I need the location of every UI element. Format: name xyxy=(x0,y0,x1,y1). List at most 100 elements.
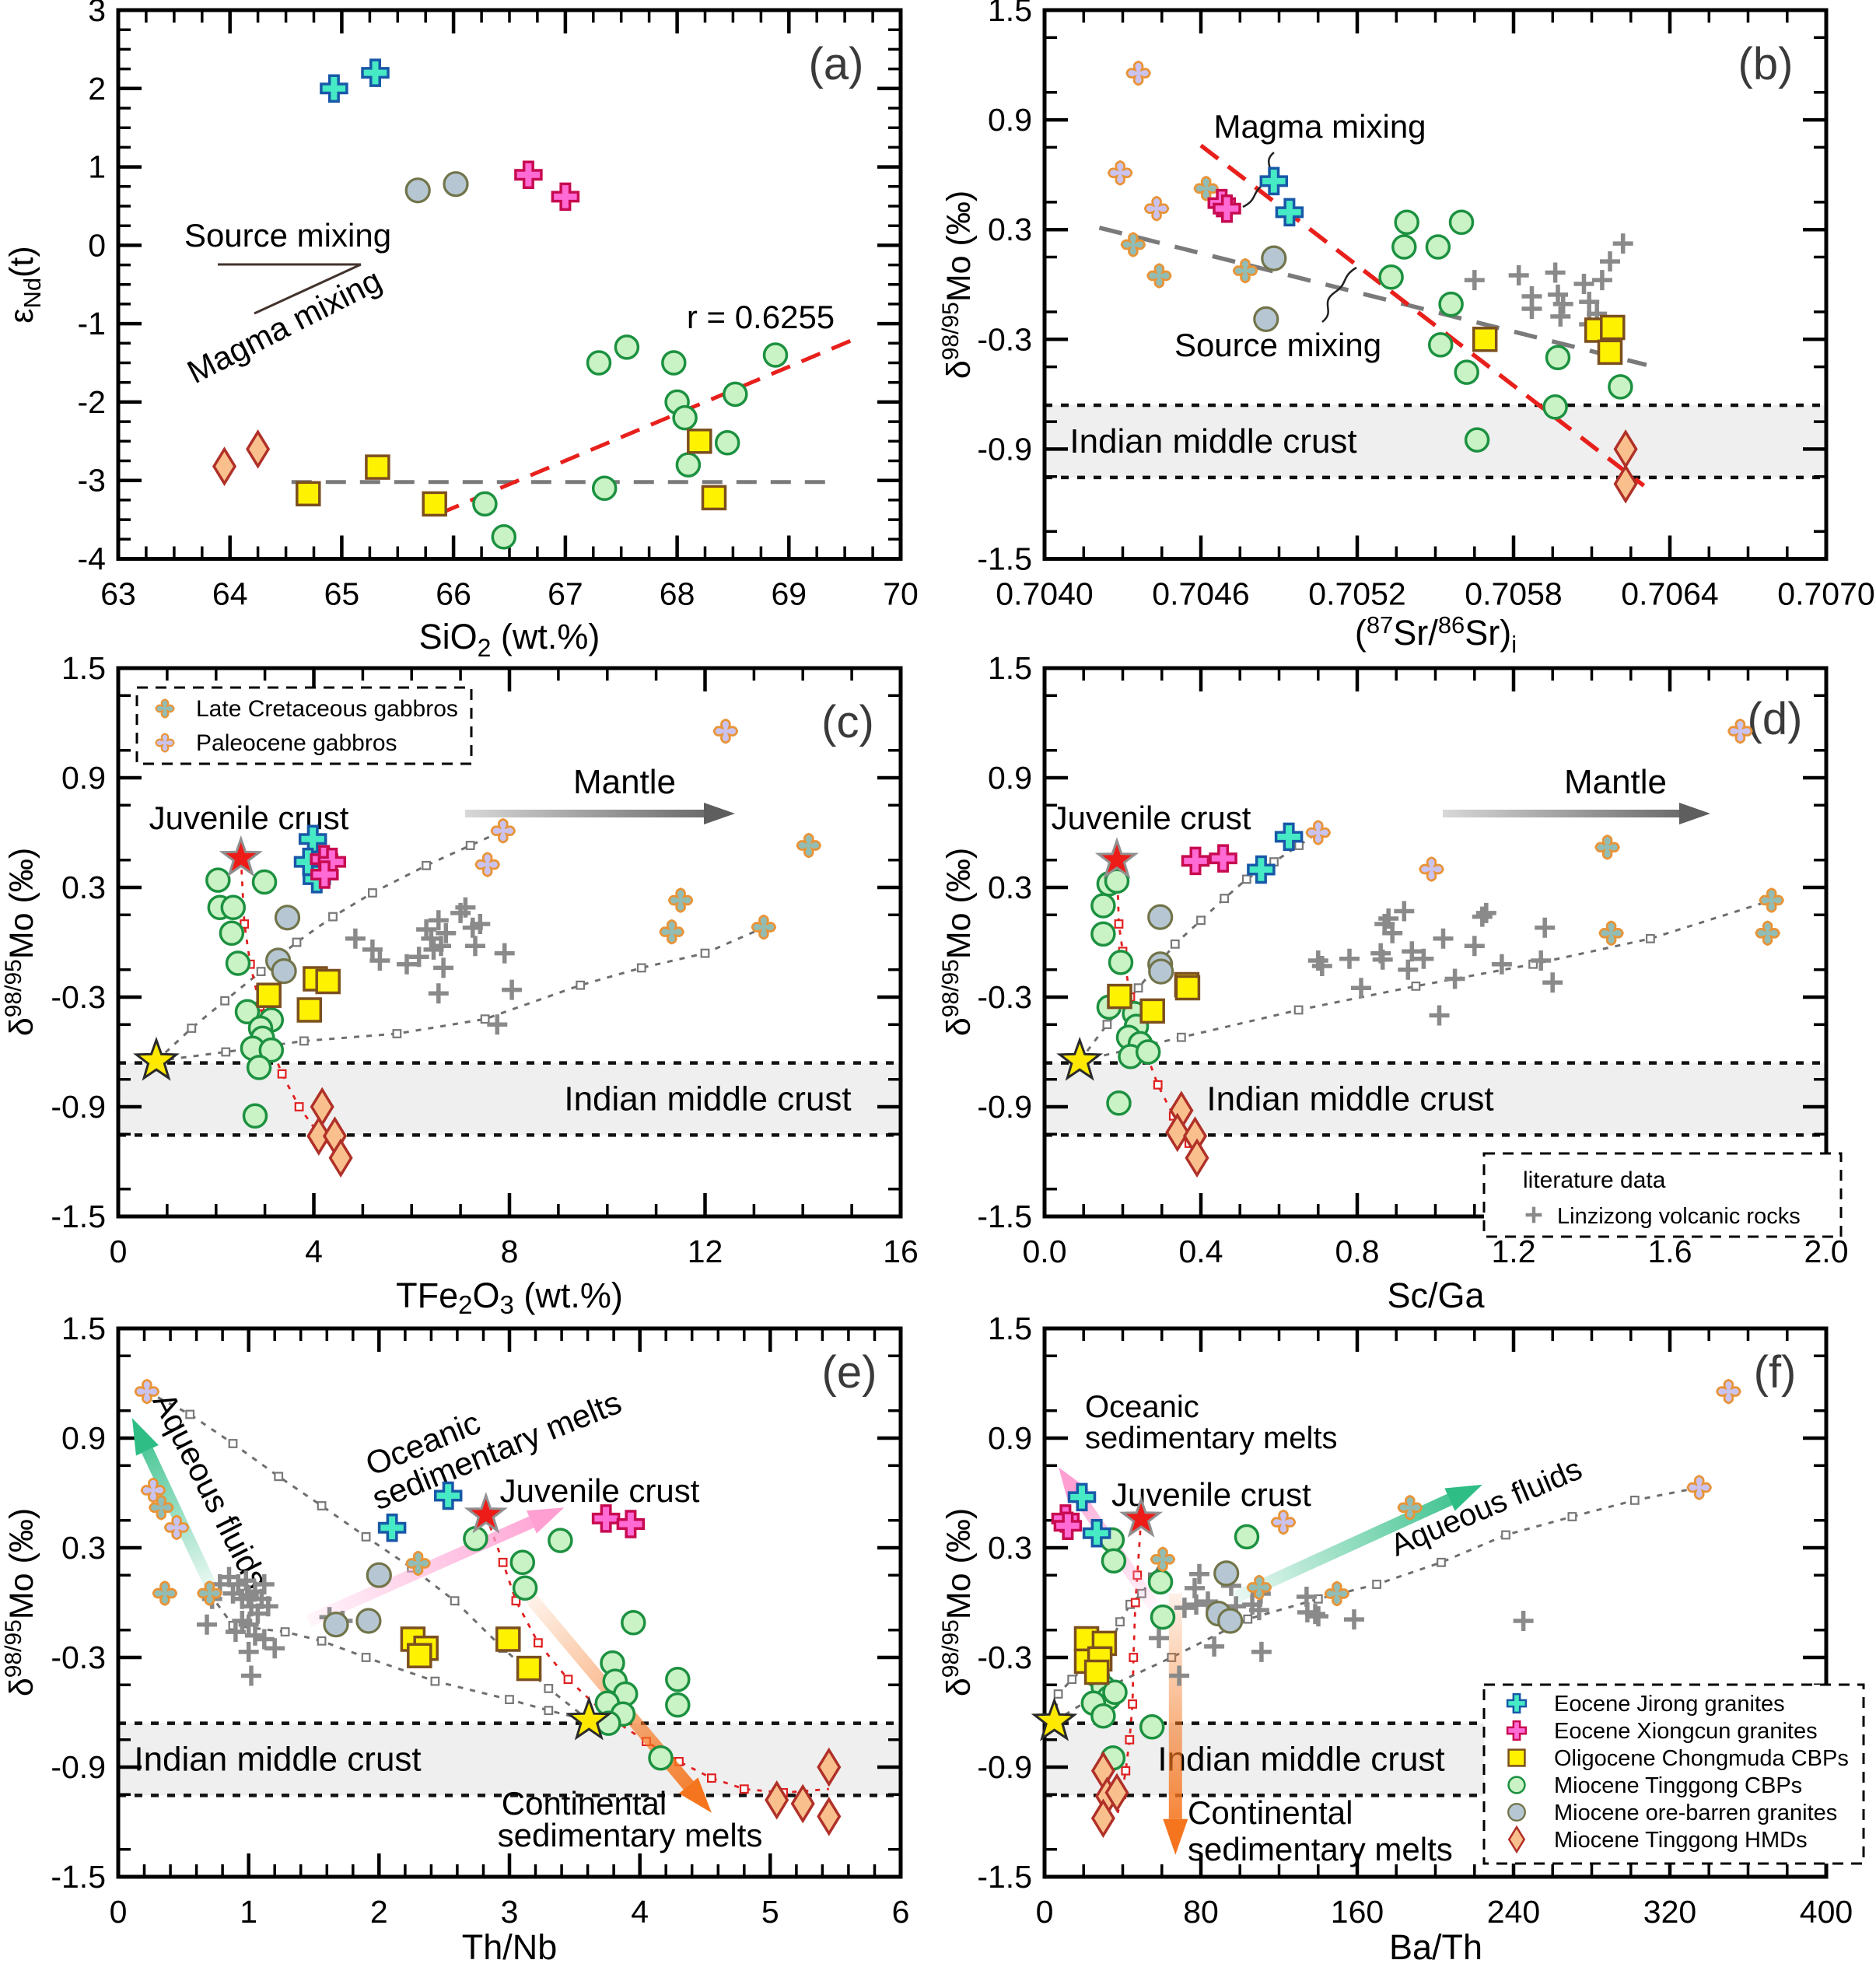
svg-text:1.2: 1.2 xyxy=(1492,1234,1536,1269)
svg-text:400: 400 xyxy=(1800,1894,1853,1930)
svg-text:65: 65 xyxy=(324,576,360,612)
svg-text:Juvenile crust: Juvenile crust xyxy=(1052,800,1251,836)
svg-text:Eocene Xiongcun granites: Eocene Xiongcun granites xyxy=(1554,1719,1818,1744)
svg-text:0.3: 0.3 xyxy=(988,1530,1032,1566)
svg-text:-0.9: -0.9 xyxy=(51,1749,106,1785)
svg-text:r = 0.6255: r = 0.6255 xyxy=(687,299,835,335)
svg-text:0.7070: 0.7070 xyxy=(1777,576,1874,612)
svg-text:0.8: 0.8 xyxy=(1335,1234,1380,1269)
svg-text:Indian middle crust: Indian middle crust xyxy=(1069,422,1356,460)
svg-text:1.5: 1.5 xyxy=(61,650,106,686)
svg-text:0: 0 xyxy=(110,1234,128,1269)
svg-text:0.9: 0.9 xyxy=(61,760,106,796)
svg-text:3: 3 xyxy=(501,1894,519,1930)
svg-text:Paleocene gabbros: Paleocene gabbros xyxy=(196,730,397,756)
svg-text:0: 0 xyxy=(110,1894,128,1930)
svg-text:-3: -3 xyxy=(78,463,106,499)
svg-text:2.0: 2.0 xyxy=(1804,1234,1849,1269)
svg-text:(c): (c) xyxy=(821,697,874,747)
svg-text:1: 1 xyxy=(240,1894,257,1930)
svg-text:64: 64 xyxy=(212,576,248,612)
svg-text:-0.3: -0.3 xyxy=(51,979,106,1015)
svg-text:Magma mixing: Magma mixing xyxy=(1213,108,1426,145)
svg-text:Oligocene Chongmuda CBPs: Oligocene Chongmuda CBPs xyxy=(1554,1746,1849,1771)
svg-text:-1.5: -1.5 xyxy=(51,1199,106,1234)
svg-text:(e): (e) xyxy=(822,1347,877,1398)
svg-text:Miocene Tinggong CBPs: Miocene Tinggong CBPs xyxy=(1554,1773,1802,1798)
svg-text:0.0: 0.0 xyxy=(1023,1234,1067,1269)
svg-text:-1.5: -1.5 xyxy=(51,1859,106,1895)
svg-text:69: 69 xyxy=(771,576,807,612)
svg-text:0: 0 xyxy=(1036,1894,1054,1930)
svg-text:(b): (b) xyxy=(1738,39,1794,89)
svg-text:Continental: Continental xyxy=(1188,1794,1353,1831)
svg-text:-1: -1 xyxy=(78,306,106,341)
svg-text:0.3: 0.3 xyxy=(61,870,106,905)
svg-text:0.7052: 0.7052 xyxy=(1308,576,1405,612)
svg-text:80: 80 xyxy=(1183,1894,1219,1930)
svg-text:Mantle: Mantle xyxy=(1564,763,1667,801)
svg-text:-2: -2 xyxy=(78,384,106,420)
svg-text:0.9: 0.9 xyxy=(988,1420,1032,1456)
svg-text:0: 0 xyxy=(88,227,106,263)
svg-text:12: 12 xyxy=(688,1234,723,1269)
svg-text:0.7046: 0.7046 xyxy=(1152,576,1249,612)
svg-text:-0.3: -0.3 xyxy=(977,1640,1032,1675)
svg-text:0.3: 0.3 xyxy=(61,1530,106,1566)
svg-text:0.9: 0.9 xyxy=(61,1420,106,1456)
svg-text:2: 2 xyxy=(88,71,106,107)
svg-text:-4: -4 xyxy=(78,541,106,577)
svg-text:-1.5: -1.5 xyxy=(977,1199,1032,1234)
svg-text:-0.3: -0.3 xyxy=(977,979,1032,1015)
svg-text:-1.5: -1.5 xyxy=(977,1859,1032,1895)
svg-text:Linzizong volcanic rocks: Linzizong volcanic rocks xyxy=(1557,1204,1801,1229)
svg-text:Eocene Jirong granites: Eocene Jirong granites xyxy=(1554,1692,1785,1717)
svg-text:1.5: 1.5 xyxy=(988,0,1032,28)
svg-text:0.9: 0.9 xyxy=(988,760,1032,796)
svg-text:(a): (a) xyxy=(809,39,864,89)
svg-text:16: 16 xyxy=(883,1234,919,1269)
svg-text:TFe2O3 (wt.%): TFe2O3 (wt.%) xyxy=(396,1276,623,1319)
svg-text:Indian middle crust: Indian middle crust xyxy=(1206,1080,1493,1118)
svg-text:6: 6 xyxy=(892,1894,910,1930)
svg-text:66: 66 xyxy=(436,576,471,612)
svg-text:(f): (f) xyxy=(1754,1347,1797,1398)
svg-text:-0.9: -0.9 xyxy=(51,1089,106,1125)
svg-text:0.7058: 0.7058 xyxy=(1465,576,1562,612)
svg-text:63: 63 xyxy=(100,576,136,612)
svg-text:-0.9: -0.9 xyxy=(977,1749,1032,1785)
svg-text:1: 1 xyxy=(88,149,106,185)
svg-text:Th/Nb: Th/Nb xyxy=(462,1927,558,1963)
svg-text:Indian middle crust: Indian middle crust xyxy=(564,1080,851,1118)
svg-text:SiO2 (wt.%): SiO2 (wt.%) xyxy=(419,617,600,662)
svg-text:1.5: 1.5 xyxy=(988,650,1032,686)
svg-text:70: 70 xyxy=(883,576,919,612)
svg-text:0.4: 0.4 xyxy=(1179,1234,1223,1269)
svg-text:0.9: 0.9 xyxy=(988,102,1032,138)
svg-text:3: 3 xyxy=(88,0,106,28)
svg-text:(87Sr/86Sr)i: (87Sr/86Sr)i xyxy=(1355,611,1517,658)
svg-text:5: 5 xyxy=(761,1894,779,1930)
svg-text:δ98/95Mo (‰): δ98/95Mo (‰) xyxy=(1,1508,40,1696)
svg-text:4: 4 xyxy=(631,1894,649,1930)
svg-text:-0.3: -0.3 xyxy=(51,1640,106,1675)
svg-text:Sc/Ga: Sc/Ga xyxy=(1387,1276,1485,1315)
svg-text:sedimentary melts: sedimentary melts xyxy=(1085,1421,1338,1455)
svg-text:Source mixing: Source mixing xyxy=(184,217,391,254)
svg-text:320: 320 xyxy=(1643,1894,1696,1930)
svg-text:1.6: 1.6 xyxy=(1648,1234,1692,1269)
svg-text:0.3: 0.3 xyxy=(988,212,1032,247)
svg-text:8: 8 xyxy=(501,1234,519,1269)
svg-text:4: 4 xyxy=(305,1234,323,1269)
svg-text:Miocene ore-barren granites: Miocene ore-barren granites xyxy=(1554,1801,1837,1825)
svg-text:Juvenile crust: Juvenile crust xyxy=(149,800,349,836)
svg-text:Juvenile crust: Juvenile crust xyxy=(500,1472,700,1509)
svg-text:Mantle: Mantle xyxy=(573,763,676,801)
svg-text:sedimentary melts: sedimentary melts xyxy=(1188,1831,1453,1867)
svg-text:67: 67 xyxy=(548,576,583,612)
svg-text:-1.5: -1.5 xyxy=(977,541,1032,577)
svg-text:-0.9: -0.9 xyxy=(977,1089,1032,1125)
svg-text:sedimentary melts: sedimentary melts xyxy=(498,1817,763,1853)
svg-text:1.5: 1.5 xyxy=(988,1311,1032,1346)
svg-text:Continental: Continental xyxy=(502,1785,667,1822)
